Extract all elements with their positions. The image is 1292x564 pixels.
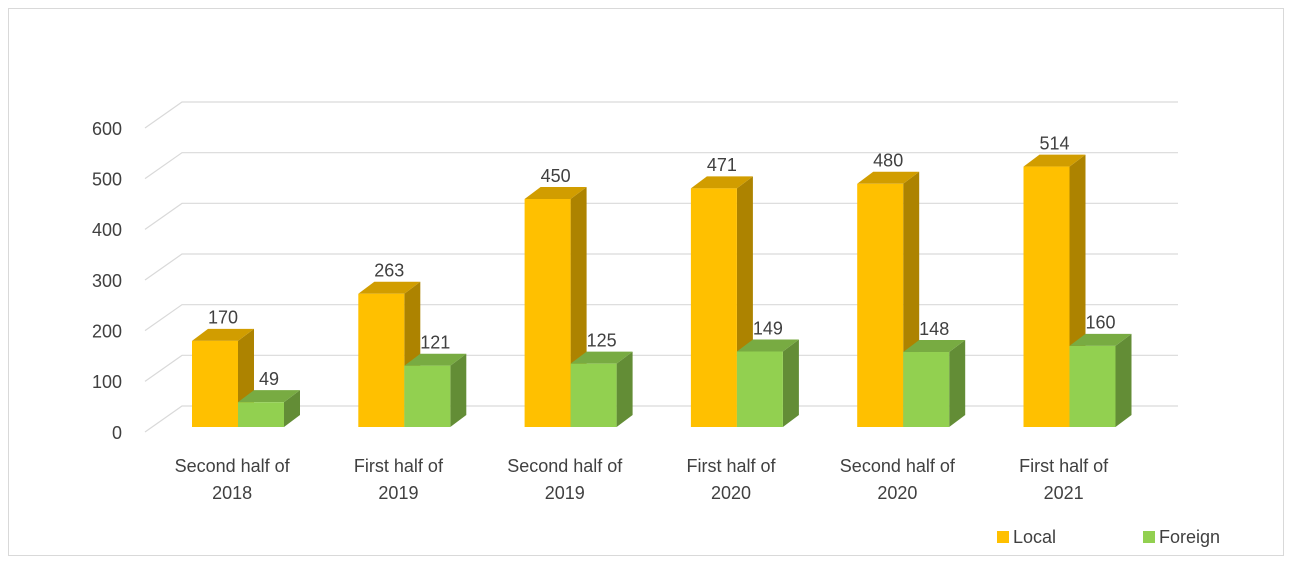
y-tick-label: 100 — [92, 372, 122, 392]
bar-front — [524, 199, 571, 427]
y-tick-label: 400 — [92, 220, 122, 240]
bar — [736, 339, 799, 427]
bar-top — [570, 351, 633, 364]
bar-front — [1069, 345, 1116, 427]
bar — [358, 281, 421, 427]
x-tick-label-line: First half of — [1019, 456, 1109, 476]
bar — [404, 353, 467, 427]
bar-side — [284, 390, 300, 427]
grid-line — [144, 405, 1178, 433]
bar-top — [238, 390, 300, 403]
bar-top — [524, 187, 587, 199]
y-tick-label: 0 — [112, 423, 122, 443]
x-tick-label: Second half of 2019 — [507, 456, 623, 503]
y-tick-label: 600 — [92, 119, 122, 139]
data-label: 160 — [1085, 313, 1115, 333]
x-tick-label-line: Second half of — [507, 456, 623, 476]
bar-front — [857, 183, 904, 427]
data-label: 471 — [707, 155, 737, 175]
grid-line — [144, 354, 1178, 382]
bar-side — [1115, 333, 1132, 427]
bar-front — [736, 351, 783, 427]
bar — [238, 390, 300, 427]
bar-front — [570, 363, 617, 427]
x-tick-label-line: First half of — [354, 456, 444, 476]
y-tick-label: 200 — [92, 321, 122, 341]
bar-top — [358, 281, 421, 294]
grid-line — [144, 304, 1178, 332]
x-tick-label: Second half of 2018 — [175, 456, 291, 503]
x-tick-label-line: 2019 — [545, 483, 585, 503]
x-tick-label-line: Second half of — [175, 456, 291, 476]
x-tick-label-line: 2021 — [1044, 483, 1084, 503]
data-label: 148 — [919, 319, 949, 339]
y-tick-label: 300 — [92, 271, 122, 291]
legend-label: Local — [1013, 527, 1056, 547]
x-tick-label-line: 2020 — [877, 483, 917, 503]
data-label: 149 — [753, 318, 783, 338]
bar-front — [358, 293, 405, 427]
bar-top — [736, 339, 799, 352]
x-tick-label-line: 2018 — [212, 483, 252, 503]
bar — [903, 340, 966, 427]
bar-front — [690, 188, 737, 427]
bar-top — [690, 176, 753, 189]
data-label: 514 — [1039, 133, 1069, 153]
x-tick-label: First half of 2019 — [354, 456, 444, 503]
y-tick-label: 500 — [92, 169, 122, 189]
bar-side — [450, 353, 467, 427]
bar-top — [903, 340, 966, 353]
grid-line — [144, 253, 1178, 281]
data-label: 49 — [259, 369, 279, 389]
bar-top — [404, 353, 467, 366]
bar-front — [238, 402, 284, 427]
grid-line — [144, 152, 1178, 180]
bar-top — [1023, 154, 1086, 167]
legend-label: Foreign — [1159, 527, 1220, 547]
x-tick-label-line: 2020 — [711, 483, 751, 503]
data-label: 480 — [873, 151, 903, 171]
bar-top — [857, 171, 920, 184]
data-label: 263 — [374, 260, 404, 280]
legend-swatch — [1143, 531, 1155, 543]
bar-top — [1069, 333, 1132, 346]
bar-side — [782, 339, 799, 427]
bar-front — [903, 352, 950, 427]
grid-line — [144, 101, 1178, 129]
bar-side — [616, 351, 633, 427]
grid-line — [144, 202, 1178, 230]
data-label: 450 — [541, 166, 571, 186]
data-label: 121 — [420, 332, 450, 352]
bar-top — [192, 328, 254, 341]
bar-front — [192, 340, 238, 427]
bar — [1069, 333, 1132, 427]
legend-swatch — [997, 531, 1009, 543]
x-tick-label-line: First half of — [687, 456, 777, 476]
x-tick-label-line: 2019 — [378, 483, 418, 503]
bar-front — [1023, 166, 1070, 427]
x-tick-label: First half of 2021 — [1019, 456, 1109, 503]
x-tick-label: Second half of 2020 — [840, 456, 956, 503]
x-tick-label: First half of 2020 — [687, 456, 777, 503]
bar-side — [949, 340, 966, 427]
bar-front — [404, 365, 451, 427]
data-label: 170 — [208, 308, 238, 328]
x-tick-label-line: Second half of — [840, 456, 956, 476]
data-label: 125 — [587, 330, 617, 350]
bar — [570, 351, 633, 427]
